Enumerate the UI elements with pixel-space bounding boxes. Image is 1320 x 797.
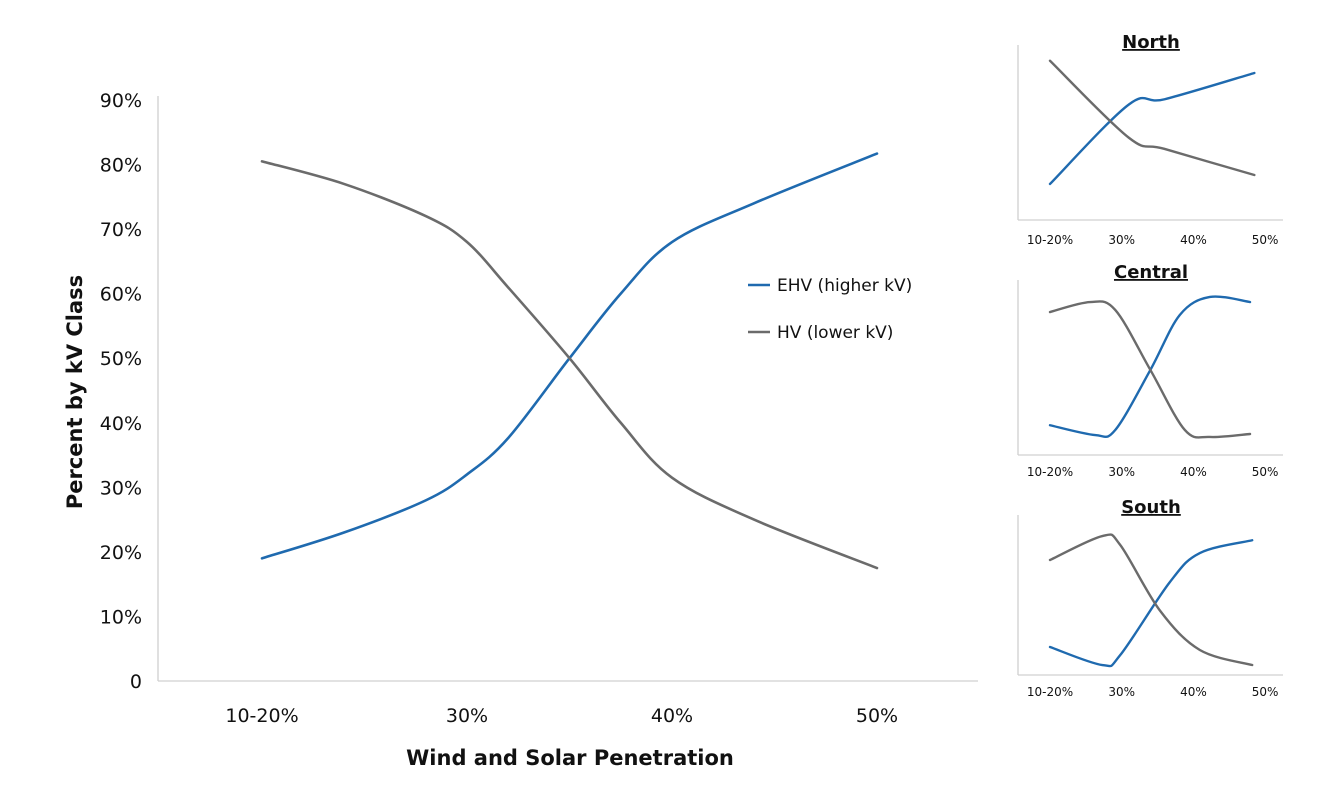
y-tick-label: 60% [100,284,142,306]
legend-label-hv: HV (lower kV) [777,323,893,343]
north-hv-series-line [1048,59,1256,177]
south-hv-series-line [1048,533,1254,667]
x-tick-label: 10-20% [1027,233,1073,247]
x-tick-label: 50% [856,705,898,727]
y-tick-label: 90% [100,90,142,112]
x-tick-label: 40% [1180,233,1207,247]
south-chart: 10-20% 30% 40% 50% South [1017,497,1283,699]
y-tick-label: 50% [100,348,142,370]
region-title: South [1121,497,1181,518]
main-hv-series-line [260,160,879,570]
south-ehv-series-line [1048,539,1254,668]
legend-label-ehv: EHV (higher kV) [777,276,912,296]
central-hv-series-line [1048,300,1252,439]
x-tick-label: 30% [1108,685,1135,699]
x-tick-label: 50% [1252,465,1279,479]
y-axis-title: Percent by kV Class [63,275,87,509]
x-axis-title: Wind and Solar Penetration [406,746,734,770]
y-tick-label: 0 [130,671,142,693]
region-title: Central [1114,262,1188,283]
north-chart: 10-20% 30% 40% 50% North [1017,32,1283,247]
main-chart: 10-20% 30% 40% 50% 0 10% 20% 30% 40% 50% 60% 70% 80%… [63,90,978,770]
x-tick-label: 50% [1252,685,1279,699]
y-tick-label: 70% [100,219,142,241]
central-ehv-series-line [1048,295,1252,439]
y-tick-label: 40% [100,413,142,435]
region-title: North [1122,32,1180,53]
x-tick-label: 50% [1252,233,1279,247]
x-tick-label: 10-20% [1027,685,1073,699]
x-tick-label: 30% [1108,233,1135,247]
legend: EHV (higher kV) HV (lower kV) [748,276,912,343]
x-tick-label: 10-20% [225,705,298,727]
x-tick-label: 40% [651,705,693,727]
north-ehv-series-line [1048,71,1256,186]
x-tick-label: 30% [1108,465,1135,479]
x-tick-label: 30% [446,705,488,727]
y-tick-label: 30% [100,477,142,499]
x-tick-label: 10-20% [1027,465,1073,479]
x-tick-label: 40% [1180,465,1207,479]
y-tick-label: 80% [100,155,142,177]
x-tick-label: 40% [1180,685,1207,699]
main-ehv-series-line [260,152,879,560]
y-tick-label: 10% [100,606,142,628]
central-chart: 10-20% 30% 40% 50% Central [1017,262,1283,479]
y-tick-label: 20% [100,542,142,564]
